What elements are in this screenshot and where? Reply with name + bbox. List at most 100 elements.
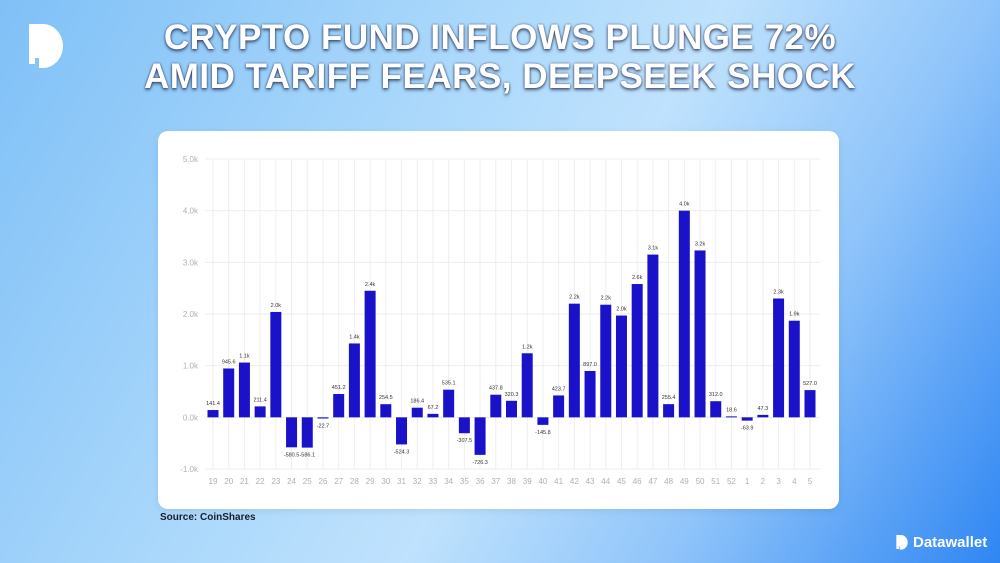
y-tick-label: -1.0k	[180, 465, 199, 474]
bar	[506, 400, 517, 418]
data-label: -307.5	[457, 438, 473, 444]
x-tick-label: 28	[350, 477, 359, 486]
bar	[788, 320, 800, 418]
datawallet-logo-icon	[896, 534, 908, 550]
x-tick-label: 44	[601, 477, 610, 486]
brand-logo: Datawallet	[895, 534, 987, 551]
x-tick-label: 2	[761, 477, 766, 486]
brand-name: Datawallet	[913, 534, 988, 551]
x-tick-label: 33	[428, 477, 437, 486]
x-tick-label: 3	[776, 477, 781, 486]
bar	[600, 304, 612, 418]
data-label: 1.2k	[522, 344, 533, 350]
chart-card: 5.0k 4.0k 3.0k 2.0k 1.0k 0.0k -1.0k 141.4 19 945.…	[158, 131, 839, 509]
bar	[773, 298, 785, 418]
data-label: -586.1	[299, 453, 315, 459]
source-note: Source: CoinShares	[160, 512, 256, 523]
bar	[458, 417, 470, 434]
data-label: 527.0	[803, 381, 817, 387]
bar	[427, 413, 439, 418]
x-tick-label: 47	[648, 477, 657, 486]
x-tick-label: 4	[792, 477, 797, 486]
x-tick-label: 34	[444, 477, 453, 486]
x-tick-label: 43	[586, 477, 595, 486]
bar	[584, 370, 596, 418]
x-tick-label: 23	[271, 477, 280, 486]
x-tick-label: 22	[256, 477, 265, 486]
x-tick-label: 40	[538, 477, 547, 486]
bar	[615, 315, 627, 418]
y-tick-label: 2.0k	[183, 310, 199, 319]
bar	[317, 417, 329, 419]
data-label: -524.3	[394, 449, 410, 455]
bar	[333, 394, 345, 418]
bar	[364, 290, 376, 418]
x-tick-label: 27	[334, 477, 343, 486]
x-tick-label: 35	[460, 477, 469, 486]
data-label: 47.3	[758, 406, 769, 412]
x-tick-label: 41	[554, 477, 563, 486]
x-tick-label: 24	[287, 477, 296, 486]
headline-line-1: CRYPTO FUND INFLOWS PLUNGE 72%	[163, 18, 837, 57]
x-tick-label: 30	[381, 477, 390, 486]
x-tick-label: 50	[696, 477, 705, 486]
data-label: 2.2k	[569, 295, 580, 301]
data-label: 3.1k	[648, 246, 659, 252]
data-label: 1.1k	[239, 354, 250, 360]
data-label: 67.2	[428, 405, 439, 411]
bar	[553, 395, 565, 418]
bar	[380, 404, 392, 418]
data-label: 4.0k	[679, 202, 690, 208]
headline-line-2: AMID TARIFF FEARS, DEEPSEEK SHOCK	[143, 57, 856, 96]
x-tick-label: 20	[224, 477, 233, 486]
data-label: 211.4	[253, 397, 266, 403]
x-tick-label: 29	[366, 477, 375, 486]
bar	[804, 390, 816, 418]
data-label: 945.6	[222, 359, 236, 365]
data-label: -63.9	[741, 426, 754, 432]
data-label: 451.2	[332, 385, 346, 391]
x-tick-label: 37	[491, 477, 500, 486]
y-tick-label: 4.0k	[183, 207, 199, 216]
x-tick-label: 19	[209, 477, 218, 486]
bar	[757, 414, 769, 418]
data-label: 2.6k	[632, 275, 643, 281]
data-label: 1.4k	[349, 334, 360, 340]
bar	[474, 417, 486, 455]
bar	[254, 406, 266, 418]
data-label: -580.5	[284, 452, 300, 458]
bar	[678, 210, 690, 418]
data-label: -726.3	[472, 460, 488, 466]
bar	[725, 416, 737, 418]
x-tick-label: 49	[680, 477, 689, 486]
data-label: 2.4k	[365, 282, 376, 288]
x-tick-label: 51	[711, 477, 720, 486]
bar	[286, 417, 298, 448]
x-tick-label: 46	[633, 477, 642, 486]
x-tick-label: 38	[507, 477, 516, 486]
data-label: 3.2k	[695, 241, 706, 247]
x-tick-label: 52	[727, 477, 736, 486]
x-tick-label: 36	[476, 477, 485, 486]
y-tick-label: 1.0k	[183, 362, 199, 371]
data-label: 2.0k	[616, 307, 627, 313]
x-tick-label: 45	[617, 477, 626, 486]
x-tick-label: 21	[240, 477, 249, 486]
x-tick-label: 39	[523, 477, 532, 486]
data-label: -145.8	[535, 430, 551, 436]
bar	[443, 389, 455, 418]
bar	[301, 417, 313, 448]
x-tick-label: 1	[745, 477, 750, 486]
x-tick-label: 5	[808, 477, 813, 486]
x-tick-label: 25	[303, 477, 312, 486]
headline: CRYPTO FUND INFLOWS PLUNGE 72% AMID TARI…	[0, 18, 1000, 96]
x-tick-label: 26	[319, 477, 328, 486]
bar	[207, 410, 219, 418]
data-label: 320.3	[505, 392, 519, 398]
bar	[710, 401, 722, 418]
x-tick-label: 32	[413, 477, 422, 486]
y-tick-label: 5.0k	[183, 155, 199, 164]
bar	[647, 254, 659, 418]
bar	[411, 407, 423, 418]
bar	[490, 394, 502, 418]
